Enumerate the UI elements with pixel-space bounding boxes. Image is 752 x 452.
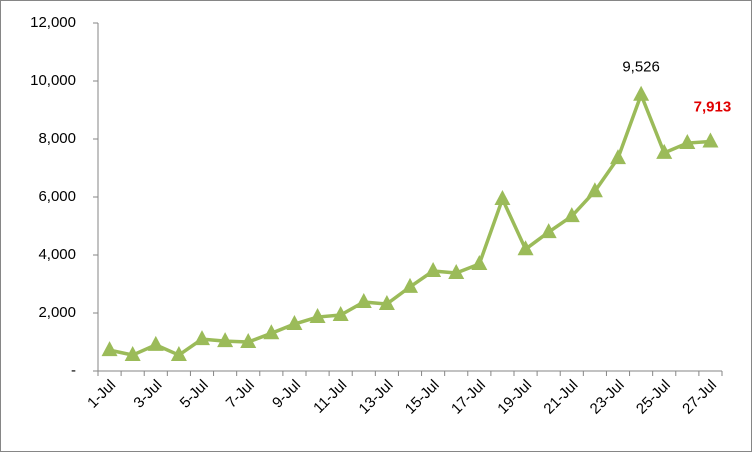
marker xyxy=(217,332,234,348)
marker xyxy=(517,240,534,256)
y-tick-label: 8,000 xyxy=(38,130,76,147)
marker xyxy=(263,324,280,340)
marker xyxy=(309,308,326,324)
y-tick-label: 2,000 xyxy=(38,304,76,321)
marker xyxy=(124,346,141,362)
marker xyxy=(402,277,418,293)
marker xyxy=(170,346,187,362)
marker xyxy=(540,223,557,239)
y-tick-label: 6,000 xyxy=(38,188,76,205)
marker xyxy=(586,182,603,198)
y-tick-label: 4,000 xyxy=(38,246,76,263)
data-label: 9,526 xyxy=(622,59,660,76)
marker xyxy=(610,149,626,165)
marker xyxy=(101,341,118,357)
marker xyxy=(425,261,442,277)
marker xyxy=(471,254,488,270)
marker xyxy=(448,263,465,279)
y-tick-label: 12,000 xyxy=(30,14,76,31)
marker xyxy=(286,315,303,331)
marker xyxy=(656,143,673,159)
marker xyxy=(147,335,164,351)
marker xyxy=(702,132,719,148)
marker xyxy=(378,295,395,311)
marker xyxy=(633,85,650,101)
marker xyxy=(679,134,696,150)
marker xyxy=(332,306,349,322)
y-tick-label: 10,000 xyxy=(30,72,76,89)
marker xyxy=(494,190,511,206)
marker xyxy=(194,330,210,346)
marker xyxy=(563,207,580,223)
marker xyxy=(355,292,372,308)
y-tick-label: - xyxy=(71,362,76,379)
data-label: 7,913 xyxy=(694,98,732,115)
marker xyxy=(240,333,257,348)
